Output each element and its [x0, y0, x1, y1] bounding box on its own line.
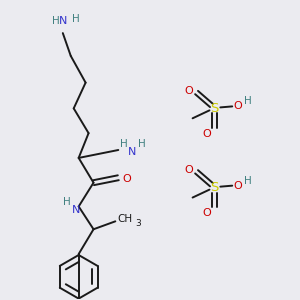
- Text: O: O: [234, 101, 243, 111]
- Text: N: N: [128, 147, 136, 157]
- Text: 3: 3: [135, 219, 141, 228]
- Text: H: H: [72, 14, 80, 24]
- Text: O: O: [184, 165, 193, 175]
- Text: H: H: [52, 16, 60, 26]
- Text: O: O: [234, 181, 243, 191]
- Text: N: N: [58, 16, 67, 26]
- Text: H: H: [120, 139, 128, 149]
- Text: S: S: [210, 181, 219, 194]
- Text: CH: CH: [118, 214, 133, 224]
- Text: S: S: [210, 102, 219, 115]
- Text: N: N: [71, 206, 80, 215]
- Text: O: O: [202, 129, 211, 139]
- Text: H: H: [244, 97, 252, 106]
- Text: O: O: [202, 208, 211, 218]
- Text: O: O: [123, 174, 132, 184]
- Text: H: H: [63, 196, 71, 206]
- Text: H: H: [138, 139, 146, 149]
- Text: H: H: [244, 176, 252, 186]
- Text: O: O: [184, 85, 193, 96]
